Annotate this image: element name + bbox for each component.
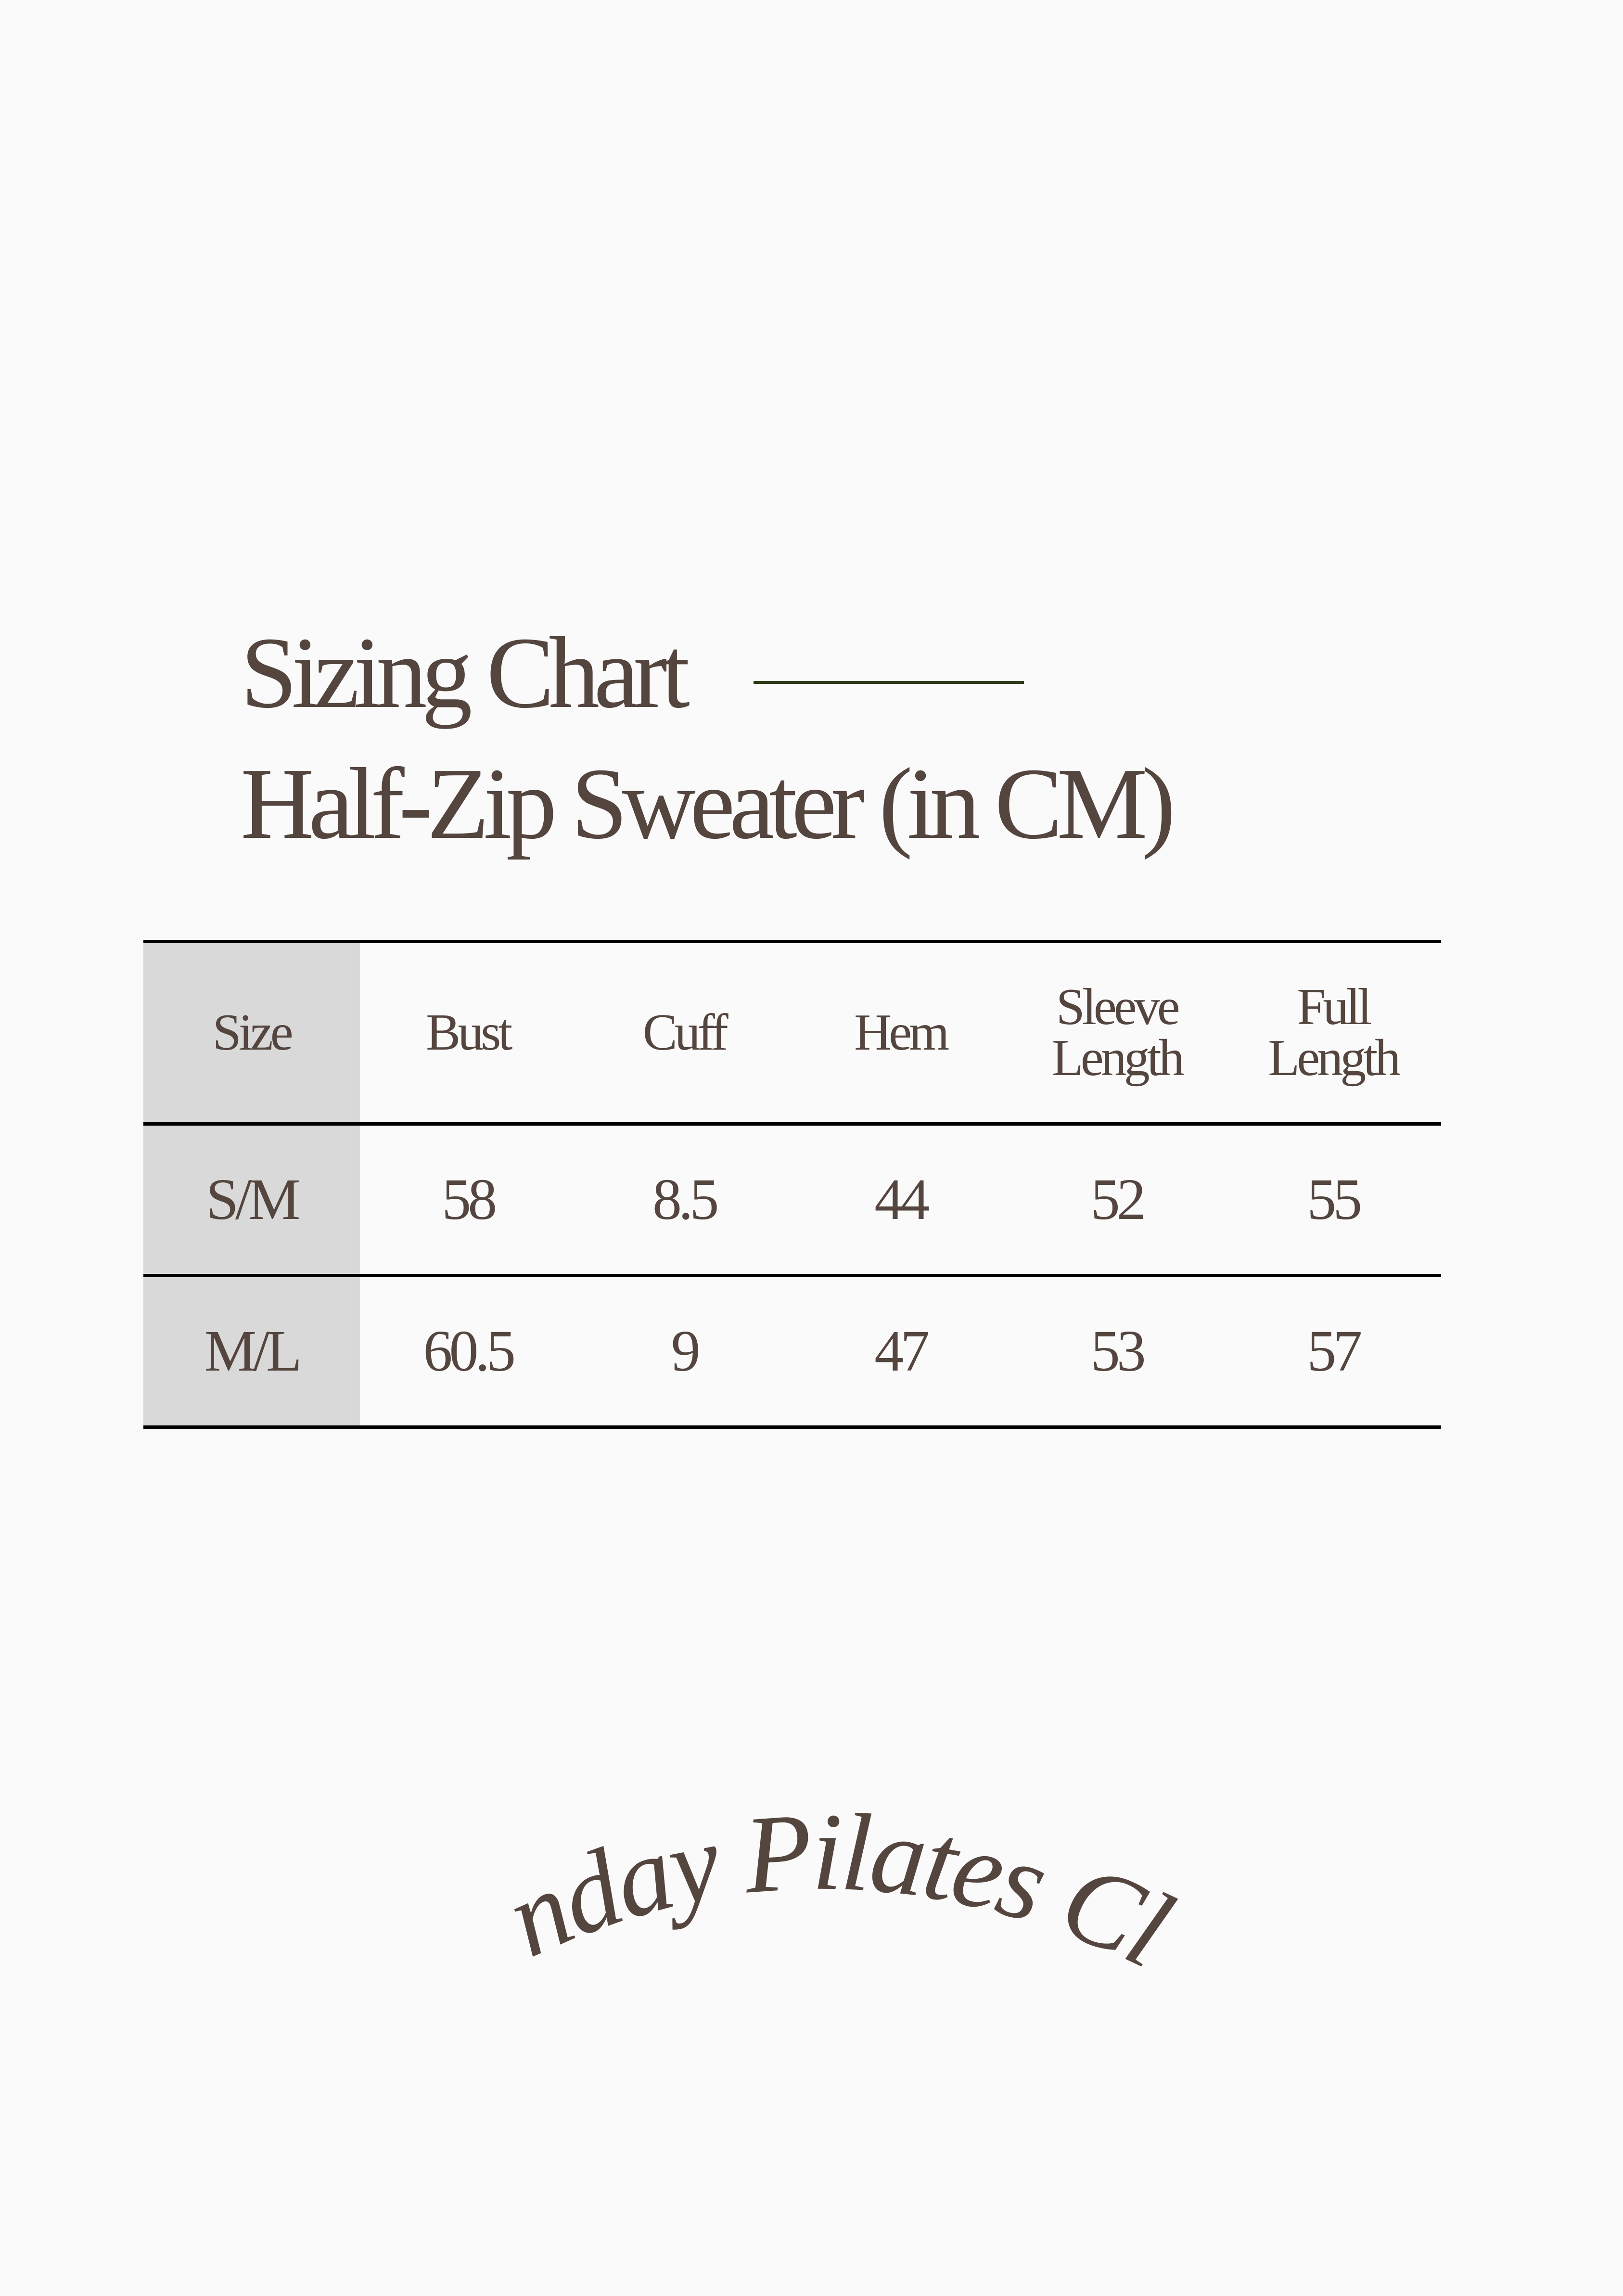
header-hem: Hem: [854, 1004, 949, 1062]
cell-size: M/L: [143, 1277, 360, 1425]
table-row: S/M 58 8.5 44 52 55: [143, 1122, 1441, 1274]
table-header-row: Size Bust Cuff Hem Sleeve Length Full Le…: [143, 940, 1441, 1122]
cell-sleeve-length: 53: [1090, 1319, 1146, 1384]
header-size: Size: [143, 943, 360, 1122]
title-accent-rule: [754, 681, 1024, 684]
title-line-1: Sizing Chart: [241, 616, 690, 729]
title-line-2: Half-Zip Sweater (in CM): [241, 747, 1176, 860]
cell-bust: 58: [442, 1167, 497, 1232]
cell-size: S/M: [143, 1126, 360, 1274]
header-sleeve-length-label: Sleeve Length: [1051, 978, 1185, 1087]
header-full-length: Full Length: [1225, 943, 1442, 1122]
header-cuff: Cuff: [642, 1004, 728, 1062]
cell-bust: 60.5: [423, 1319, 516, 1384]
header-bust: Bust: [426, 1004, 512, 1062]
brand-logo-text: Sunday Pilates Club: [481, 1781, 1188, 1990]
cell-cuff: 8.5: [652, 1167, 719, 1232]
header-sleeve-length: Sleeve Length: [1009, 943, 1225, 1122]
brand-logo: Sunday Pilates Club: [481, 1781, 1190, 1990]
cell-hem: 47: [874, 1319, 930, 1384]
cell-full-length: 55: [1307, 1167, 1362, 1232]
cell-hem: 44: [874, 1167, 930, 1232]
cell-sleeve-length: 52: [1090, 1167, 1146, 1232]
cell-full-length: 57: [1307, 1319, 1362, 1384]
table-row: M/L 60.5 9 47 53 57: [143, 1274, 1441, 1429]
cell-cuff: 9: [671, 1319, 701, 1384]
header-full-length-label: Full Length: [1268, 978, 1401, 1087]
sizing-table: Size Bust Cuff Hem Sleeve Length Full Le…: [143, 940, 1441, 1429]
